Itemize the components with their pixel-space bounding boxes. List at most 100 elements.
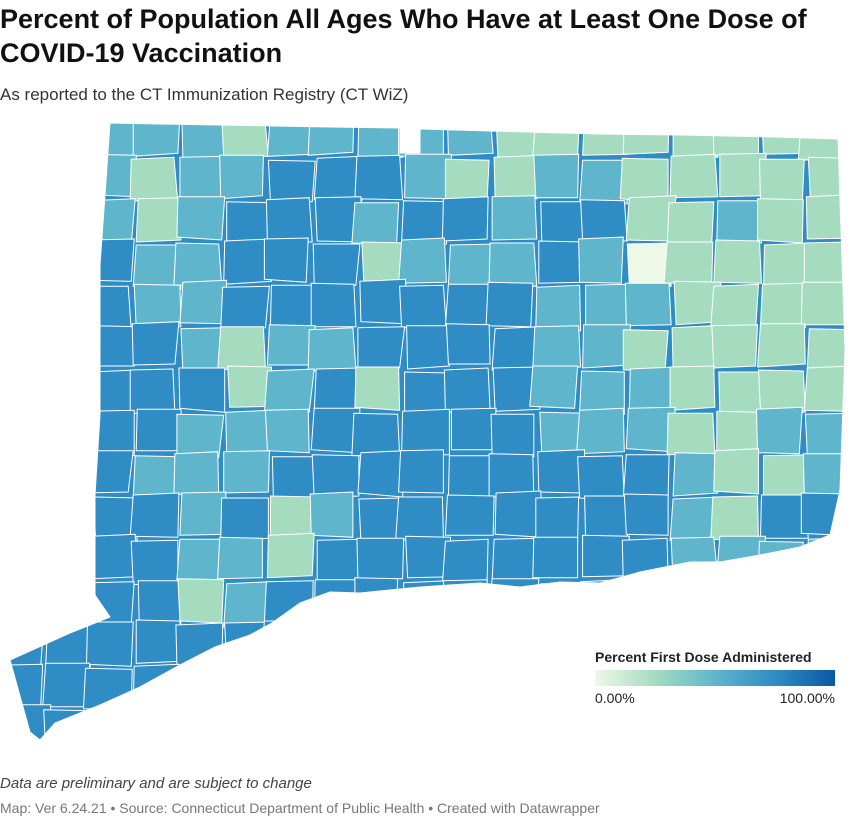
town-region <box>42 327 92 372</box>
town-region <box>10 123 40 153</box>
town-region <box>10 492 44 537</box>
legend-max-label: 100.00% <box>779 690 835 706</box>
town-region <box>182 662 227 708</box>
town-region <box>401 200 451 245</box>
map-area <box>0 115 850 750</box>
town-region <box>129 492 180 538</box>
town-region <box>444 158 490 201</box>
town-region <box>220 497 269 542</box>
town-region <box>47 239 93 286</box>
town-region <box>10 328 51 373</box>
town-region <box>42 123 92 159</box>
town-region <box>535 620 586 668</box>
town-region <box>173 242 223 286</box>
town-region <box>579 159 628 205</box>
connecticut-map <box>9 122 846 741</box>
town-region <box>538 583 588 627</box>
town-region <box>269 284 317 331</box>
town-region <box>354 366 401 411</box>
town-region <box>313 155 363 202</box>
town-region <box>537 449 586 494</box>
town-region <box>585 283 632 329</box>
town-region <box>624 282 672 327</box>
town-region <box>225 409 271 457</box>
town-region <box>181 123 229 159</box>
town-region <box>311 454 360 499</box>
town-region <box>360 621 407 666</box>
town-region <box>663 241 714 284</box>
town-region <box>759 282 806 329</box>
town-region <box>354 577 399 622</box>
map-subtitle: As reported to the CT Immunization Regis… <box>0 85 409 104</box>
state-border <box>9 122 846 741</box>
town-region <box>532 325 582 370</box>
town-region <box>263 368 315 414</box>
town-region <box>711 324 759 369</box>
data-note: Data are preliminary and are subject to … <box>0 775 312 792</box>
town-region <box>43 709 92 740</box>
town-region <box>485 281 534 328</box>
town-region <box>173 451 220 497</box>
legend-ticks: 0.00% 100.00% <box>595 690 835 710</box>
town-region <box>137 580 182 625</box>
town-region <box>445 323 491 365</box>
town-region <box>221 123 269 158</box>
town-region <box>175 622 224 669</box>
town-region <box>579 370 625 415</box>
town-region <box>628 366 677 414</box>
town-region <box>536 660 585 706</box>
town-region <box>267 159 316 203</box>
town-region <box>310 625 360 671</box>
town-region <box>179 155 227 203</box>
legend-color-scale <box>595 670 835 686</box>
town-region <box>10 280 45 325</box>
town-region <box>579 579 628 626</box>
town-region <box>176 413 225 459</box>
town-region <box>758 158 805 204</box>
town-region <box>488 453 535 498</box>
town-region <box>132 123 181 157</box>
town-region <box>626 242 672 287</box>
town-region <box>757 198 804 244</box>
town-region <box>307 123 355 156</box>
town-region <box>807 156 845 202</box>
town-region <box>716 410 761 455</box>
town-region <box>133 283 182 329</box>
town-region <box>263 580 314 624</box>
town-region <box>398 667 447 713</box>
town-region <box>91 123 138 158</box>
town-region <box>357 326 406 371</box>
town-region <box>219 154 264 200</box>
town-region <box>713 239 763 284</box>
town-region <box>444 494 495 536</box>
legend-title: Percent First Dose Administered <box>595 649 812 665</box>
town-region <box>82 450 134 494</box>
town-region <box>398 123 444 157</box>
town-region <box>447 665 495 708</box>
town-region <box>623 493 669 536</box>
town-region <box>401 620 449 666</box>
town-region <box>307 662 359 708</box>
town-region <box>446 123 494 156</box>
town-region <box>132 244 182 290</box>
town-region <box>447 455 496 499</box>
town-region <box>132 663 182 712</box>
town-region <box>264 408 310 454</box>
town-region <box>176 196 226 241</box>
town-region <box>441 538 489 585</box>
town-region <box>10 156 48 202</box>
town-region <box>129 368 176 414</box>
town-region <box>716 200 763 244</box>
town-region <box>82 667 133 711</box>
town-region <box>444 703 494 740</box>
town-region <box>310 282 357 328</box>
town-region <box>803 365 845 412</box>
town-region <box>44 498 91 544</box>
town-region <box>308 703 357 740</box>
town-region <box>713 448 759 495</box>
town-region <box>493 154 542 200</box>
town-region <box>580 199 628 242</box>
town-region <box>222 661 269 707</box>
town-region <box>533 153 580 199</box>
town-region <box>313 367 362 413</box>
